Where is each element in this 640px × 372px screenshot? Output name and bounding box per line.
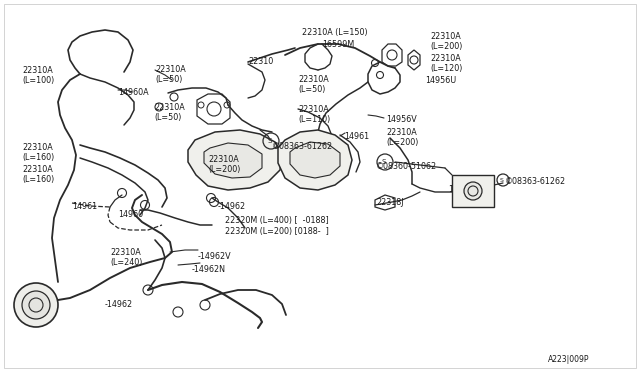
Text: S: S — [500, 177, 504, 183]
Text: 22320M (L=200) [0188-  ]: 22320M (L=200) [0188- ] — [225, 227, 329, 236]
Text: (L=160): (L=160) — [22, 175, 54, 184]
Text: 14957M: 14957M — [448, 185, 480, 194]
Text: -14962V: -14962V — [198, 252, 232, 261]
Bar — [452, 175, 494, 207]
Text: ©08363-61262: ©08363-61262 — [505, 177, 566, 186]
Polygon shape — [278, 130, 352, 190]
Text: 22310A: 22310A — [298, 105, 329, 114]
Polygon shape — [188, 130, 282, 190]
Text: -14962: -14962 — [105, 300, 133, 309]
Polygon shape — [290, 142, 340, 178]
Text: ©08363-61262: ©08363-61262 — [272, 142, 333, 151]
Text: 22310: 22310 — [248, 57, 273, 66]
Text: (L=200): (L=200) — [208, 165, 241, 174]
Text: 22310A: 22310A — [298, 75, 329, 84]
Text: 22310A (L=150): 22310A (L=150) — [302, 28, 367, 37]
Text: S: S — [382, 159, 386, 165]
Text: 22310A: 22310A — [22, 165, 52, 174]
Text: -14962N: -14962N — [192, 265, 226, 274]
Text: 14960A: 14960A — [118, 88, 148, 97]
Text: 14961: 14961 — [344, 132, 369, 141]
Text: (L=50): (L=50) — [154, 113, 181, 122]
Text: 22310A: 22310A — [386, 128, 417, 137]
Text: 16599M: 16599M — [322, 40, 355, 49]
Text: 22310A: 22310A — [430, 54, 461, 63]
Text: (L=50): (L=50) — [298, 85, 325, 94]
Text: (L=110): (L=110) — [298, 115, 330, 124]
Polygon shape — [204, 143, 262, 178]
Text: A223|009P: A223|009P — [548, 355, 589, 364]
Text: 22310A: 22310A — [430, 32, 461, 41]
Text: 22310A: 22310A — [155, 65, 186, 74]
Text: 22318J: 22318J — [376, 198, 403, 207]
Text: 22310A: 22310A — [110, 248, 141, 257]
Text: (L=200): (L=200) — [386, 138, 419, 147]
Text: 14961: 14961 — [72, 202, 97, 211]
Text: -14962: -14962 — [218, 202, 246, 211]
Text: (L=240): (L=240) — [110, 258, 142, 267]
Circle shape — [22, 291, 50, 319]
Text: (L=120): (L=120) — [430, 64, 462, 73]
Text: 14960: 14960 — [118, 210, 143, 219]
Text: 22310A: 22310A — [208, 155, 239, 164]
Circle shape — [14, 283, 58, 327]
Text: S: S — [268, 138, 272, 144]
Text: 22310A: 22310A — [22, 66, 52, 75]
Text: 14956U: 14956U — [425, 76, 456, 85]
Text: 22310A: 22310A — [154, 103, 185, 112]
Text: ©08360-51062: ©08360-51062 — [376, 162, 437, 171]
Text: 22310A: 22310A — [22, 143, 52, 152]
Text: (L=50): (L=50) — [155, 75, 182, 84]
Circle shape — [464, 182, 482, 200]
Text: (L=200): (L=200) — [430, 42, 462, 51]
Text: 22320M (L=400) [  -0188]: 22320M (L=400) [ -0188] — [225, 216, 329, 225]
Text: (L=100): (L=100) — [22, 76, 54, 85]
Text: 14956V: 14956V — [386, 115, 417, 124]
Text: (L=160): (L=160) — [22, 153, 54, 162]
